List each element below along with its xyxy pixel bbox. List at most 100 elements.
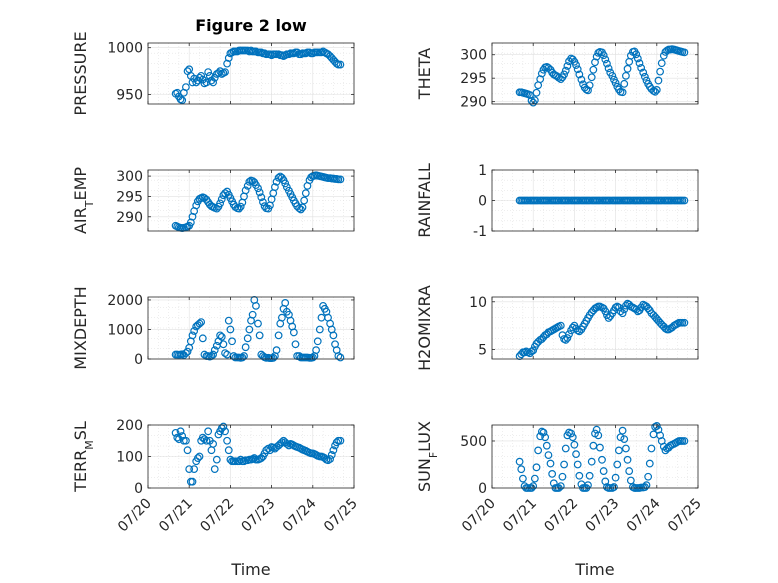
data-point: [556, 482, 565, 491]
data-point: [575, 327, 584, 336]
data-point: [221, 189, 229, 198]
data-point: [537, 69, 546, 78]
data-point: [190, 465, 199, 474]
data-point: [680, 196, 689, 205]
data-point: [188, 477, 197, 486]
data-point: [657, 59, 666, 68]
data-point: [190, 327, 199, 335]
data-point: [245, 325, 254, 334]
data-point: [327, 451, 336, 459]
data-point: [680, 318, 689, 327]
data-point: [212, 455, 221, 464]
data-point: [188, 331, 197, 340]
data-point: [221, 349, 229, 357]
data-point: [563, 62, 572, 70]
data-point: [336, 436, 345, 445]
y-tick-label: 0: [478, 194, 487, 210]
x-axis-label-right: Time: [574, 560, 614, 579]
data-point: [301, 189, 310, 198]
x-tick-label: 07/25: [665, 496, 705, 536]
data-point: [217, 332, 226, 341]
data-point: [603, 59, 611, 68]
y-tick-label: 300: [460, 48, 487, 64]
x-tick-label: 07/20: [459, 496, 499, 536]
axes-box: [147, 296, 355, 360]
data-point: [223, 350, 232, 359]
data-point: [272, 346, 281, 355]
y-axis-label: AIRTEMP: [71, 167, 96, 234]
data-point: [219, 422, 228, 431]
data-point: [587, 73, 596, 82]
y-tick-label: 0: [134, 481, 143, 497]
x-tick-label: 07/25: [321, 496, 361, 536]
data-point: [645, 459, 654, 468]
data-point: [312, 346, 320, 355]
data-point: [281, 299, 290, 307]
data-point: [601, 55, 610, 64]
x-tick-label: 07/24: [280, 495, 320, 535]
panel-h2omixra: 5 10 H2OMIXRA: [415, 285, 699, 371]
data-point: [204, 427, 213, 436]
data-point: [183, 347, 192, 356]
data-point: [210, 346, 219, 355]
data-point: [270, 183, 279, 191]
data-point: [620, 305, 629, 314]
data-point: [207, 446, 216, 455]
data-point: [193, 454, 202, 462]
y-axis-label: H2OMIXRA: [415, 285, 434, 371]
data-point: [532, 463, 541, 472]
data-point: [573, 460, 582, 469]
data-point: [248, 310, 257, 319]
data-point: [255, 188, 264, 197]
y-tick-label: 100: [116, 450, 143, 466]
data-point: [618, 88, 627, 97]
y-tick-label: 0: [134, 352, 143, 368]
data-point: [197, 71, 206, 80]
data-point: [236, 202, 245, 211]
data-point: [241, 343, 250, 352]
data-point: [561, 336, 570, 344]
y-tick-label: 290: [460, 95, 487, 111]
data-point: [567, 429, 576, 438]
data-point: [226, 325, 235, 334]
data-point: [530, 474, 539, 483]
data-point: [598, 455, 606, 464]
data-point: [651, 87, 660, 96]
y-tick-label: -1: [473, 224, 487, 240]
data-point: [620, 435, 629, 444]
data-point: [594, 431, 603, 440]
data-point: [640, 483, 649, 491]
x-tick-label: 07/24: [624, 495, 664, 535]
data-point: [209, 78, 217, 87]
data-point: [577, 75, 586, 84]
axes-box: [491, 424, 699, 489]
data-point: [563, 334, 572, 342]
data-point: [190, 74, 199, 83]
data-point: [623, 455, 632, 464]
data-point: [618, 426, 627, 435]
data-point: [587, 457, 596, 466]
panel-terr-msl: 0 100 200 TERRMSL 07/20 07/21 07/22 07/23 07/24 0…: [71, 418, 361, 535]
data-point: [599, 51, 608, 60]
data-point: [546, 459, 555, 468]
data-point: [614, 446, 623, 455]
data-point: [589, 65, 598, 74]
data-point: [680, 437, 689, 445]
y-tick-label: 295: [460, 71, 487, 87]
data-point: [210, 465, 219, 474]
data-point: [654, 76, 663, 85]
y-axis-label: RAINFALL: [415, 163, 434, 238]
data-point: [616, 307, 625, 316]
data-point: [281, 179, 290, 188]
data-point: [183, 446, 192, 455]
data-point: [596, 443, 604, 452]
data-point: [178, 96, 187, 105]
data-point: [296, 205, 305, 214]
data-point: [202, 436, 211, 445]
data-point: [173, 433, 182, 442]
data-point: [272, 177, 281, 186]
data-point: [561, 66, 570, 75]
data-point: [622, 71, 630, 80]
data-point: [308, 353, 317, 362]
data-point: [221, 427, 229, 436]
